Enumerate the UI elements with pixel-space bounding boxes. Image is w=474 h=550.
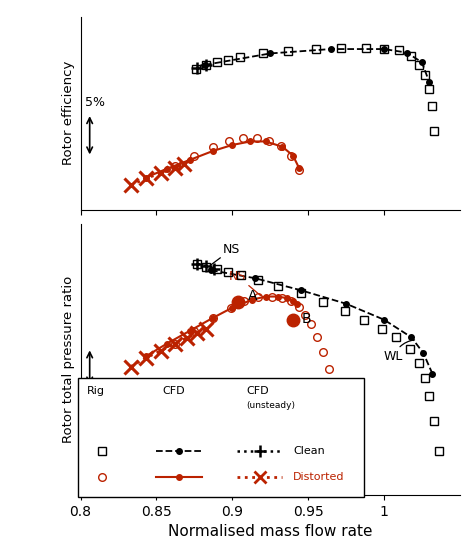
Text: 0.05: 0.05	[85, 394, 113, 407]
Text: Distorted: Distorted	[293, 472, 345, 482]
Text: NS: NS	[210, 243, 240, 266]
Text: CFD: CFD	[163, 386, 185, 396]
Text: WL: WL	[384, 340, 415, 362]
X-axis label: Normalised mass flow rate: Normalised mass flow rate	[168, 524, 373, 540]
FancyBboxPatch shape	[78, 378, 364, 497]
Text: 5%: 5%	[85, 96, 105, 109]
Y-axis label: Rotor total pressure ratio: Rotor total pressure ratio	[62, 276, 75, 443]
Y-axis label: Rotor efficiency: Rotor efficiency	[62, 61, 75, 166]
Text: (unsteady): (unsteady)	[246, 401, 295, 410]
Text: A: A	[247, 289, 257, 302]
Text: Rig: Rig	[87, 386, 105, 396]
Text: NS: NS	[229, 270, 261, 295]
Text: Clean: Clean	[293, 446, 325, 456]
Text: B: B	[302, 312, 312, 326]
Text: CFD: CFD	[246, 386, 269, 396]
